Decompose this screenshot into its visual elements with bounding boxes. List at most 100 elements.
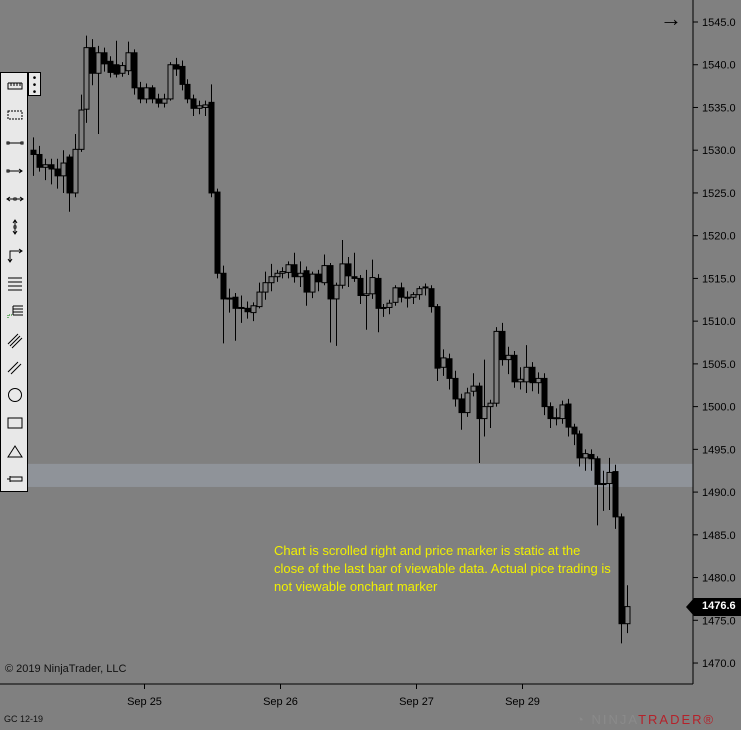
candle-body-up [202,104,209,108]
candle-body-down [220,272,227,300]
candle [440,349,447,376]
candle [345,257,352,287]
candle [600,470,607,511]
candle [404,291,411,308]
parallel-channel-icon[interactable] [1,325,29,353]
candle-body-up [196,105,203,109]
candle-body-up [95,52,102,74]
candle-body-down [612,471,619,518]
copyright-text: © 2019 NinjaTrader, LLC [5,663,127,675]
candle [493,327,500,407]
candle [612,464,619,529]
price-marker-icon[interactable] [1,465,29,493]
candle-body-down [357,277,364,297]
candle [499,322,506,366]
candle-body-down [232,296,239,309]
candle-body-down [48,164,55,170]
region-select-icon[interactable] [1,101,29,129]
price-tick-label: 1530.0 [702,145,736,157]
candle [369,259,376,299]
candle-body-down [351,276,358,279]
rectangle-icon[interactable] [1,409,29,437]
line-icon[interactable] [1,129,29,157]
time-tick-label: Sep 27 [399,696,434,708]
horizontal-lines-icon[interactable] [1,269,29,297]
candle [422,283,429,296]
candle-body-up [470,385,477,392]
candle [226,288,233,313]
candle [66,154,73,212]
price-tick-label: 1475.0 [702,615,736,627]
time-tick-label: Sep 26 [263,696,298,708]
candle [535,372,542,394]
candles [30,35,631,644]
candle-body-down [398,287,405,298]
candle [547,402,554,428]
price-axis[interactable]: 1545.0 1540.0 1535.0 1530.0 1525.0 1520.0 1515… [693,17,736,670]
candle-body-down [446,358,453,379]
price-tick-label: 1470.0 [702,658,736,670]
candle [202,100,209,117]
price-tick-label: 1500.0 [702,402,736,414]
candle-body-up [256,291,263,308]
candle-body-up [386,302,393,308]
candle [327,263,334,343]
candle-body-up [268,276,275,284]
candle [78,94,85,152]
ray-icon[interactable] [1,157,29,185]
candle-body-down [66,156,73,194]
candle [250,302,257,322]
candle [161,93,168,108]
candle [315,269,322,292]
ruler-icon[interactable] [1,73,29,101]
candle [380,304,387,317]
candle-body-up [321,265,328,284]
extended-line-icon[interactable] [1,185,29,213]
candle-body-up [624,606,631,625]
candle [131,49,138,95]
triangle-icon[interactable] [1,437,29,465]
candle-body-up [464,392,471,414]
arrow-line-icon[interactable] [1,241,29,269]
time-tick-label: Sep 25 [127,696,162,708]
price-tick-label: 1540.0 [702,60,736,72]
candle [517,367,524,390]
candle-body-down [428,288,435,308]
candle-body-down [101,52,108,65]
candle-body-down [434,306,441,369]
candle [464,387,471,417]
candle [36,145,43,172]
candle-body-up [333,284,340,300]
candle [303,266,310,306]
candle [386,299,393,315]
candle-body-up [125,52,132,72]
candle [529,362,536,392]
price-tick-label: 1510.0 [702,316,736,328]
candle [458,393,465,430]
candle [83,35,90,123]
time-axis[interactable]: Sep 25 Sep 26 Sep 27 Sep 29 [127,684,540,708]
candle-body-down [173,64,180,70]
candle [285,261,292,279]
candle-body-up [553,417,560,420]
price-marker: 1476.6 [686,598,741,616]
candle-body-up [535,377,542,384]
trend-channel-icon[interactable] [1,353,29,381]
price-tick-label: 1505.0 [702,359,736,371]
ellipse-icon[interactable] [1,381,29,409]
fibonacci-icon[interactable] [1,297,29,325]
vertical-ellipsis-icon[interactable]: • • • [28,72,41,98]
candle [232,292,239,341]
candle [309,271,316,299]
arrow-right-icon[interactable]: → [660,6,682,31]
candle [452,370,459,407]
candle [333,282,340,346]
shaded-price-band [0,463,693,487]
candle-body-down [208,101,215,194]
candle [48,158,55,185]
vertical-measure-icon[interactable] [1,213,29,241]
candle-body-down [594,458,601,485]
candle-body-down [179,65,186,85]
